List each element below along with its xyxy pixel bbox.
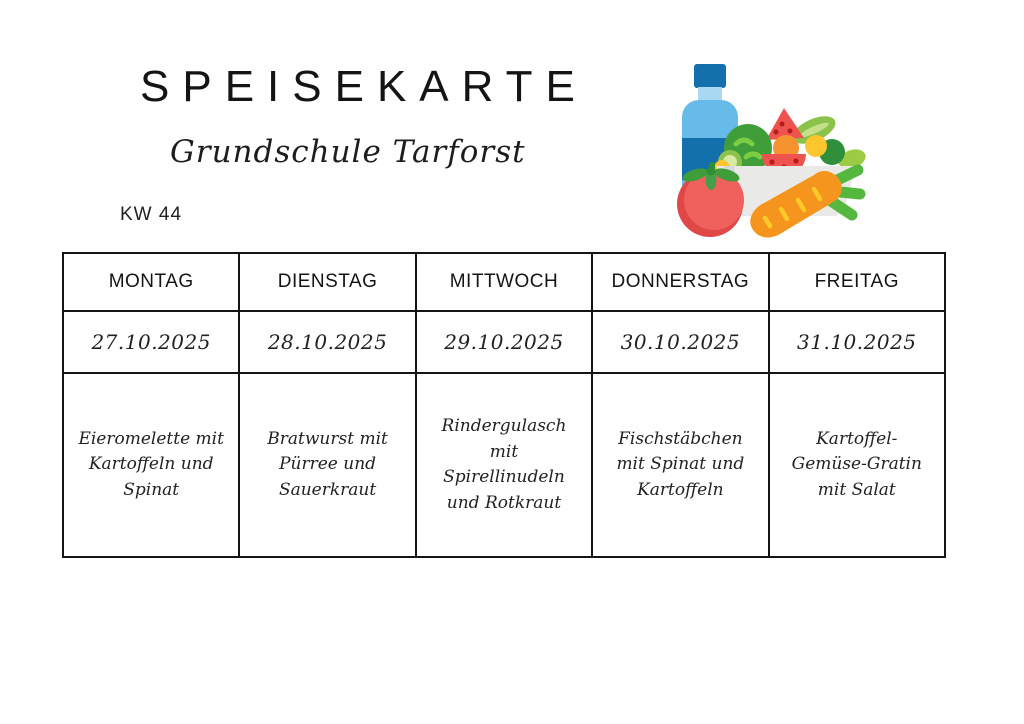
meal-cell-montag: Eieromelette mit Kartoffeln und Spinat xyxy=(61,372,241,558)
day-header-row: MONTAG DIENSTAG MITTWOCH DONNERSTAG FREI… xyxy=(61,252,947,312)
week-label: KW 44 xyxy=(120,204,183,225)
menu-table: MONTAG DIENSTAG MITTWOCH DONNERSTAG FREI… xyxy=(61,252,947,558)
day-header-montag: MONTAG xyxy=(61,252,241,312)
meal-row: Eieromelette mit Kartoffeln und Spinat B… xyxy=(61,372,947,558)
meal-cell-donnerstag: Fischstäbchen mit Spinat und Kartoffeln xyxy=(591,372,770,558)
page-title: SPEISEKARTE xyxy=(140,62,588,111)
meal-cell-dienstag: Bratwurst mit Pürree und Sauerkraut xyxy=(238,372,417,558)
tomato-icon xyxy=(677,162,744,237)
date-cell-freitag: 31.10.2025 xyxy=(767,310,947,374)
carrot-icon xyxy=(750,164,866,238)
day-header-mittwoch: MITTWOCH xyxy=(414,252,594,312)
meal-cell-freitag: Kartoffel-Gemüse-Gratin mit Salat xyxy=(767,372,947,558)
date-cell-montag: 27.10.2025 xyxy=(61,310,241,374)
food-illustration xyxy=(677,64,866,238)
day-header-dienstag: DIENSTAG xyxy=(238,252,417,312)
day-header-donnerstag: DONNERSTAG xyxy=(591,252,770,312)
day-header-freitag: FREITAG xyxy=(767,252,947,312)
date-cell-mittwoch: 29.10.2025 xyxy=(414,310,594,374)
meal-cell-mittwoch: Rindergulasch mit Spirellinudeln und Rot… xyxy=(414,372,594,558)
page-subtitle: Grundschule Tarforst xyxy=(170,134,526,170)
date-cell-donnerstag: 30.10.2025 xyxy=(591,310,770,374)
date-cell-dienstag: 28.10.2025 xyxy=(238,310,417,374)
date-row: 27.10.2025 28.10.2025 29.10.2025 30.10.2… xyxy=(61,310,947,374)
